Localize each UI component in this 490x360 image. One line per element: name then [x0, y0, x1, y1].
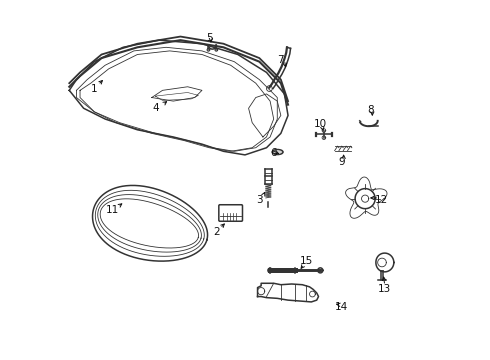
- Text: 8: 8: [367, 105, 374, 115]
- Text: 14: 14: [335, 302, 348, 312]
- Text: 4: 4: [152, 103, 159, 113]
- Text: 11: 11: [106, 206, 119, 216]
- Text: 13: 13: [378, 284, 392, 294]
- Text: 12: 12: [375, 195, 388, 205]
- Text: 5: 5: [206, 33, 213, 43]
- Text: 10: 10: [314, 120, 327, 129]
- Text: 2: 2: [213, 227, 220, 237]
- Text: 9: 9: [339, 157, 345, 167]
- Text: 6: 6: [270, 148, 277, 158]
- Text: 3: 3: [256, 195, 263, 205]
- Text: 1: 1: [91, 84, 98, 94]
- Text: 15: 15: [299, 256, 313, 266]
- Text: 7: 7: [277, 55, 284, 65]
